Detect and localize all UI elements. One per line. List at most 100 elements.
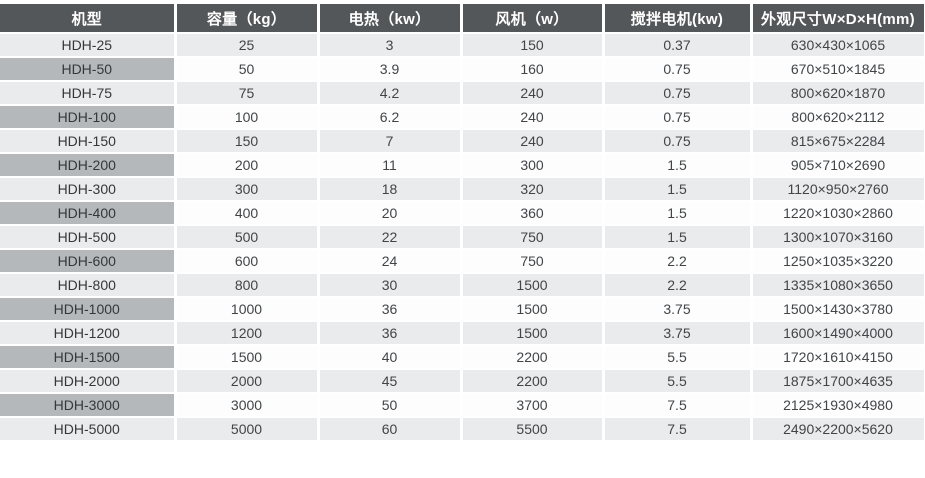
cell-dimensions-mm: 1875×1700×4635 — [751, 369, 925, 394]
cell-fan-w: 750 — [461, 225, 605, 250]
cell-heating-kw: 18 — [318, 177, 463, 202]
cell-model: HDH-2000 — [0, 369, 177, 394]
cell-fan-w: 1500 — [461, 297, 605, 322]
header-dimensions-mm: 外观尺寸W×D×H(mm) — [751, 4, 925, 34]
cell-dimensions-mm: 2125×1930×4980 — [751, 393, 925, 418]
cell-mixer-motor-kw: 2.2 — [603, 249, 753, 274]
cell-capacity-kg: 1000 — [175, 297, 320, 322]
cell-mixer-motor-kw: 2.2 — [603, 273, 753, 298]
cell-capacity-kg: 100 — [175, 105, 320, 130]
cell-mixer-motor-kw: 5.5 — [603, 369, 753, 394]
cell-mixer-motor-kw: 3.75 — [603, 321, 753, 346]
table-row: HDH-400 400 20 360 1.5 1220×1030×2860 — [0, 201, 925, 226]
header-mixer-motor-kw: 搅拌电机(kw) — [603, 4, 753, 34]
cell-capacity-kg: 75 — [175, 81, 320, 106]
cell-dimensions-mm: 1600×1490×4000 — [751, 321, 925, 346]
cell-mixer-motor-kw: 0.37 — [603, 33, 753, 58]
cell-fan-w: 1500 — [461, 321, 605, 346]
header-model: 机型 — [0, 4, 177, 34]
cell-heating-kw: 36 — [318, 321, 463, 346]
cell-heating-kw: 7 — [318, 129, 463, 154]
cell-heating-kw: 36 — [318, 297, 463, 322]
cell-dimensions-mm: 1300×1070×3160 — [751, 225, 925, 250]
cell-mixer-motor-kw: 1.5 — [603, 225, 753, 250]
cell-heating-kw: 45 — [318, 369, 463, 394]
cell-mixer-motor-kw: 0.75 — [603, 57, 753, 82]
cell-capacity-kg: 5000 — [175, 417, 320, 442]
cell-mixer-motor-kw: 7.5 — [603, 417, 753, 442]
cell-dimensions-mm: 1500×1430×3780 — [751, 297, 925, 322]
cell-fan-w: 240 — [461, 129, 605, 154]
cell-model: HDH-1200 — [0, 321, 177, 346]
cell-dimensions-mm: 800×620×2112 — [751, 105, 925, 130]
cell-dimensions-mm: 670×510×1845 — [751, 57, 925, 82]
cell-model: HDH-50 — [0, 57, 177, 82]
table-row: HDH-50 50 3.9 160 0.75 670×510×1845 — [0, 57, 925, 82]
cell-model: HDH-25 — [0, 33, 177, 58]
cell-model: HDH-3000 — [0, 393, 177, 418]
cell-dimensions-mm: 1220×1030×2860 — [751, 201, 925, 226]
cell-mixer-motor-kw: 5.5 — [603, 345, 753, 370]
cell-fan-w: 5500 — [461, 417, 605, 442]
header-capacity-kg: 容量（kg） — [175, 4, 320, 34]
table-row: HDH-5000 5000 60 5500 7.5 2490×2200×5620 — [0, 417, 925, 442]
product-spec-table: 机型 容量（kg） 电热（kw） 风机（w） 搅拌电机(kw) 外观尺寸W×D×… — [0, 4, 925, 442]
cell-capacity-kg: 300 — [175, 177, 320, 202]
cell-dimensions-mm: 2490×2200×5620 — [751, 417, 925, 442]
cell-mixer-motor-kw: 3.75 — [603, 297, 753, 322]
cell-fan-w: 750 — [461, 249, 605, 274]
cell-model: HDH-5000 — [0, 417, 177, 442]
cell-capacity-kg: 600 — [175, 249, 320, 274]
cell-model: HDH-150 — [0, 129, 177, 154]
cell-mixer-motor-kw: 7.5 — [603, 393, 753, 418]
cell-heating-kw: 3 — [318, 33, 463, 58]
cell-model: HDH-1000 — [0, 297, 177, 322]
table-body: HDH-25 25 3 150 0.37 630×430×1065 HDH-50 50 3.9 1… — [0, 33, 925, 442]
cell-fan-w: 2200 — [461, 369, 605, 394]
cell-mixer-motor-kw: 0.75 — [603, 81, 753, 106]
cell-mixer-motor-kw: 0.75 — [603, 129, 753, 154]
table-row: HDH-1000 1000 36 1500 3.75 1500×1430×3780 — [0, 297, 925, 322]
cell-heating-kw: 22 — [318, 225, 463, 250]
cell-heating-kw: 40 — [318, 345, 463, 370]
cell-dimensions-mm: 905×710×2690 — [751, 153, 925, 178]
table-row: HDH-100 100 6.2 240 0.75 800×620×2112 — [0, 105, 925, 130]
cell-fan-w: 240 — [461, 105, 605, 130]
cell-model: HDH-100 — [0, 105, 177, 130]
cell-model: HDH-400 — [0, 201, 177, 226]
cell-fan-w: 320 — [461, 177, 605, 202]
cell-capacity-kg: 400 — [175, 201, 320, 226]
cell-capacity-kg: 1500 — [175, 345, 320, 370]
cell-capacity-kg: 50 — [175, 57, 320, 82]
cell-capacity-kg: 150 — [175, 129, 320, 154]
cell-capacity-kg: 2000 — [175, 369, 320, 394]
cell-fan-w: 160 — [461, 57, 605, 82]
table-row: HDH-25 25 3 150 0.37 630×430×1065 — [0, 33, 925, 58]
cell-model: HDH-300 — [0, 177, 177, 202]
cell-dimensions-mm: 1335×1080×3650 — [751, 273, 925, 298]
cell-mixer-motor-kw: 1.5 — [603, 177, 753, 202]
cell-capacity-kg: 25 — [175, 33, 320, 58]
table-row: HDH-2000 2000 45 2200 5.5 1875×1700×4635 — [0, 369, 925, 394]
header-fan-w: 风机（w） — [461, 4, 605, 34]
cell-fan-w: 3700 — [461, 393, 605, 418]
header-row: 机型 容量（kg） 电热（kw） 风机（w） 搅拌电机(kw) 外观尺寸W×D×… — [0, 4, 925, 34]
cell-fan-w: 360 — [461, 201, 605, 226]
cell-heating-kw: 6.2 — [318, 105, 463, 130]
header-heating-kw: 电热（kw） — [318, 4, 463, 34]
cell-mixer-motor-kw: 1.5 — [603, 153, 753, 178]
table-row: HDH-75 75 4.2 240 0.75 800×620×1870 — [0, 81, 925, 106]
cell-dimensions-mm: 1720×1610×4150 — [751, 345, 925, 370]
table-row: HDH-600 600 24 750 2.2 1250×1035×3220 — [0, 249, 925, 274]
cell-dimensions-mm: 1250×1035×3220 — [751, 249, 925, 274]
cell-mixer-motor-kw: 1.5 — [603, 201, 753, 226]
cell-heating-kw: 4.2 — [318, 81, 463, 106]
cell-model: HDH-75 — [0, 81, 177, 106]
cell-capacity-kg: 500 — [175, 225, 320, 250]
table-row: HDH-300 300 18 320 1.5 1120×950×2760 — [0, 177, 925, 202]
cell-model: HDH-800 — [0, 273, 177, 298]
cell-dimensions-mm: 815×675×2284 — [751, 129, 925, 154]
table-row: HDH-3000 3000 50 3700 7.5 2125×1930×4980 — [0, 393, 925, 418]
cell-capacity-kg: 800 — [175, 273, 320, 298]
cell-heating-kw: 24 — [318, 249, 463, 274]
